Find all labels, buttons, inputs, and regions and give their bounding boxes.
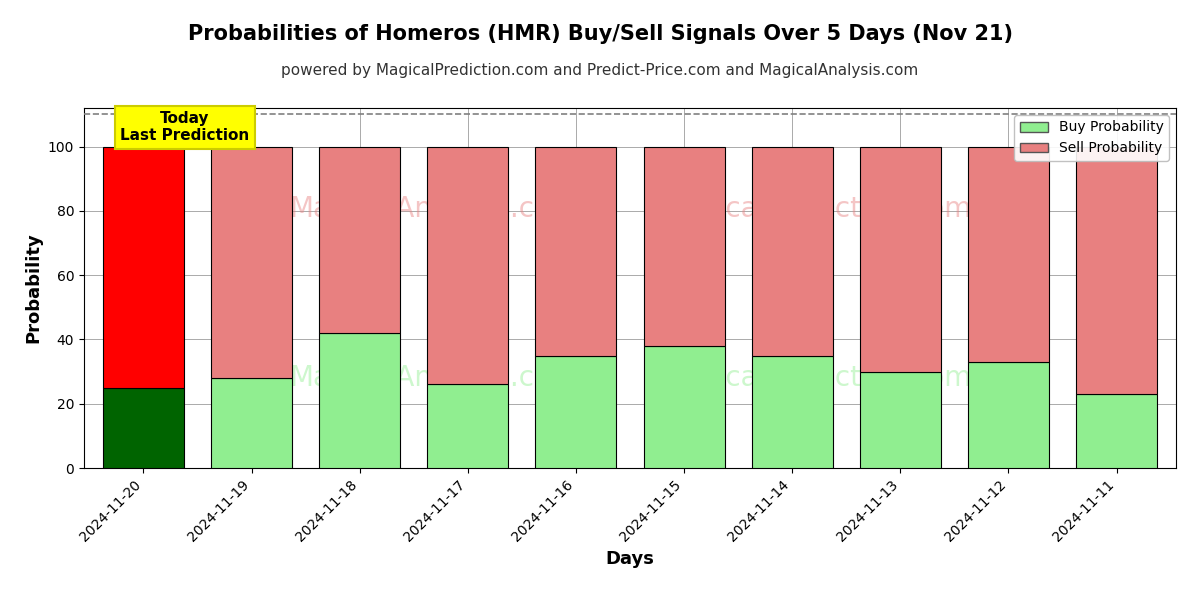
Bar xyxy=(211,378,292,468)
Legend: Buy Probability, Sell Probability: Buy Probability, Sell Probability xyxy=(1014,115,1169,161)
Bar xyxy=(1076,394,1157,468)
Text: MagicalPrediction.com: MagicalPrediction.com xyxy=(660,364,972,392)
Bar xyxy=(751,146,833,355)
Bar xyxy=(968,362,1049,468)
Bar xyxy=(319,333,401,468)
Bar xyxy=(859,146,941,371)
Text: Probabilities of Homeros (HMR) Buy/Sell Signals Over 5 Days (Nov 21): Probabilities of Homeros (HMR) Buy/Sell … xyxy=(187,24,1013,44)
Text: MagicalAnalysis.com: MagicalAnalysis.com xyxy=(289,364,578,392)
Text: Today
Last Prediction: Today Last Prediction xyxy=(120,111,250,143)
Bar xyxy=(319,146,401,333)
Bar xyxy=(427,146,509,385)
Text: MagicalAnalysis.com: MagicalAnalysis.com xyxy=(289,195,578,223)
Bar xyxy=(968,146,1049,362)
Bar xyxy=(643,146,725,346)
Text: MagicalPrediction.com: MagicalPrediction.com xyxy=(660,195,972,223)
Bar xyxy=(643,346,725,468)
X-axis label: Days: Days xyxy=(606,550,654,568)
Bar xyxy=(103,146,184,388)
Y-axis label: Probability: Probability xyxy=(24,233,42,343)
Bar xyxy=(427,385,509,468)
Bar xyxy=(211,146,292,378)
Bar xyxy=(103,388,184,468)
Bar xyxy=(535,146,617,355)
Bar xyxy=(751,355,833,468)
Bar xyxy=(535,355,617,468)
Bar xyxy=(859,371,941,468)
Text: powered by MagicalPrediction.com and Predict-Price.com and MagicalAnalysis.com: powered by MagicalPrediction.com and Pre… xyxy=(281,63,919,78)
Bar xyxy=(1076,146,1157,394)
